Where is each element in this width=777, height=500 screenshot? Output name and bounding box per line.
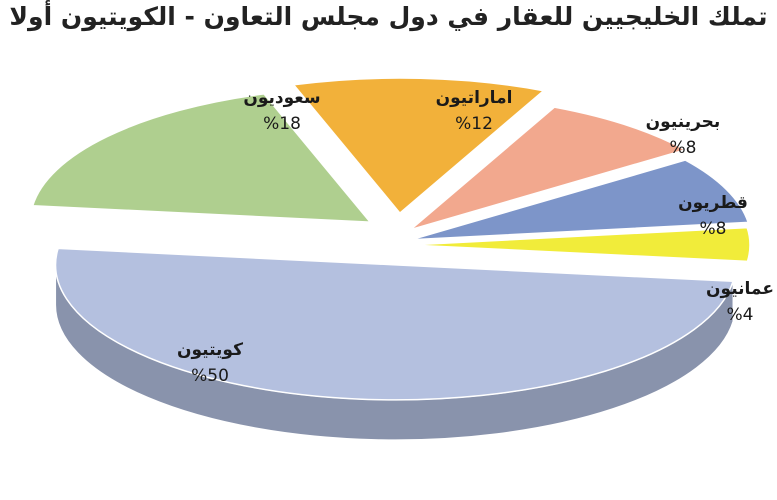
slice-value-2: %12	[455, 114, 493, 134]
slice-5	[409, 226, 751, 263]
slice-1	[31, 93, 372, 223]
slice-label-0: كويتيون	[177, 340, 243, 360]
slice-label-4: قطريون	[678, 193, 748, 213]
slice-2	[292, 77, 546, 215]
slice-3	[410, 106, 688, 231]
slice-label-1: سعوديون	[243, 88, 320, 108]
slice-value-3: %8	[670, 138, 697, 158]
chart-title: تملك الخليجيين للعقار في دول مجلس التعاو…	[9, 2, 768, 31]
slice-label-3: بحرينيون	[646, 112, 721, 132]
slice-label-5: عمانيون	[706, 279, 774, 299]
slice-4	[410, 159, 750, 241]
slice-value-1: %18	[263, 114, 301, 134]
slice-label-2: اماراتيون	[436, 88, 513, 108]
slice-0	[54, 247, 735, 401]
slice-value-4: %8	[700, 219, 727, 239]
slice-value-5: %4	[727, 305, 754, 325]
slice-value-0: %50	[191, 366, 229, 386]
